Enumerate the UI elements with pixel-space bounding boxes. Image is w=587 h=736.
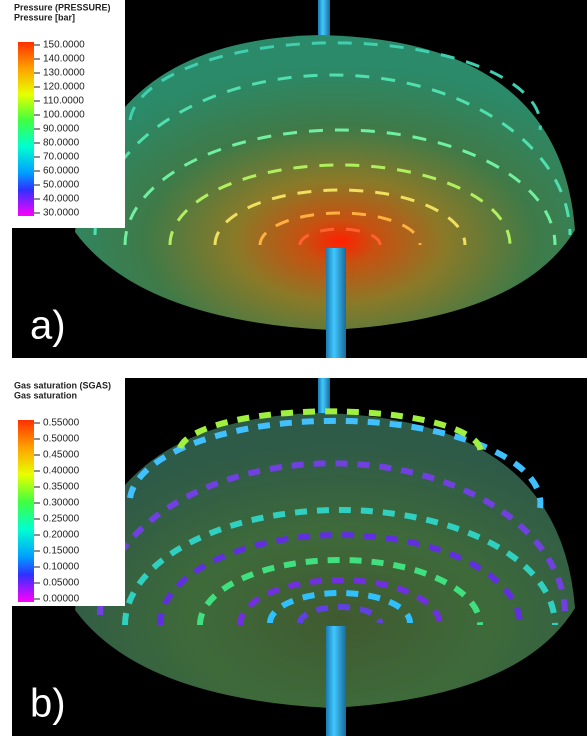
tick-label: 0.40000: [43, 466, 80, 477]
tick-label: 0.55000: [43, 418, 80, 429]
panel-b: Gas saturation (SGAS)Gas saturation 0.550…: [12, 378, 587, 736]
tick-label: 40.0000: [43, 194, 80, 205]
tick-label: 130.0000: [43, 68, 85, 79]
tick-label: 0.50000: [43, 434, 80, 445]
tick-label: 90.0000: [43, 124, 80, 135]
tick-label: 80.0000: [43, 138, 80, 149]
tick-label: 100.0000: [43, 110, 85, 121]
tick-label: 0.05000: [43, 578, 80, 589]
tick-label: 70.0000: [43, 152, 80, 163]
tick-label: 50.0000: [43, 180, 80, 191]
color-bar: [18, 42, 34, 216]
tick-label: 0.15000: [43, 546, 80, 557]
tick-label: 60.0000: [43, 166, 80, 177]
tick-label: 0.45000: [43, 450, 80, 461]
tick-label: 110.0000: [43, 96, 84, 107]
well-pipe: [318, 0, 330, 40]
well-pipe: [326, 248, 346, 358]
legend-subtitle: Pressure [bar]: [14, 12, 75, 22]
tick-label: 150.0000: [43, 40, 85, 51]
legend-title: Gas saturation (SGAS): [14, 380, 111, 390]
panel-label: b): [30, 682, 66, 726]
tick-label: 0.00000: [43, 594, 80, 605]
legend-subtitle: Gas saturation: [14, 390, 77, 400]
tick-label: 0.35000: [43, 482, 80, 493]
tick-label: 0.20000: [43, 530, 80, 541]
well-pipe: [326, 626, 346, 736]
tick-label: 30.0000: [43, 208, 80, 219]
legend-title: Pressure (PRESSURE): [14, 2, 111, 12]
tick-label: 0.30000: [43, 498, 80, 509]
panel-a: Pressure (PRESSURE)Pressure [bar] 150.000…: [12, 0, 587, 358]
panel-label: a): [30, 304, 66, 348]
tick-label: 140.0000: [43, 54, 85, 65]
color-bar: [18, 420, 34, 602]
tick-label: 120.0000: [43, 82, 85, 93]
tick-label: 0.10000: [43, 562, 80, 573]
tick-label: 0.25000: [43, 514, 80, 525]
figure: Pressure (PRESSURE)Pressure [bar] 150.000…: [0, 0, 587, 736]
